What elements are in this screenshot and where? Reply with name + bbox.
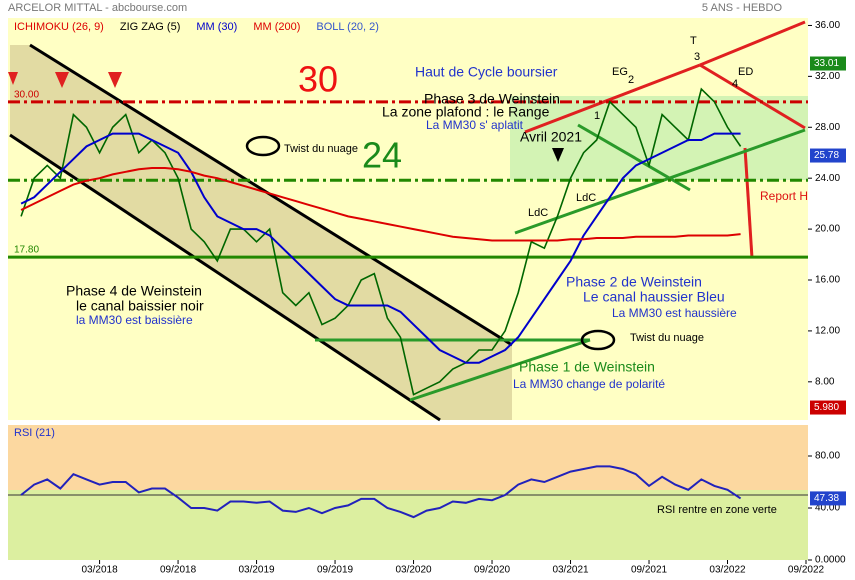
legend-entry: MM (30) (196, 21, 237, 33)
annotation: 24 (362, 135, 402, 176)
x-tick-label: 09/2020 (474, 565, 511, 576)
rsi-over-zone (8, 425, 808, 490)
last-value-label: 25.78 (814, 150, 839, 161)
annotation: Avril 2021 (520, 129, 582, 145)
annotation: 30 (298, 59, 338, 100)
y-tick-label: 12.00 (815, 326, 840, 337)
annotation: 3 (694, 51, 700, 63)
rsi-title: RSI (21) (14, 427, 55, 439)
annotation: Twist du nuage (630, 332, 704, 344)
annotation: Report H (760, 189, 808, 203)
x-tick-label: 03/2018 (81, 565, 118, 576)
x-tick-label: 03/2021 (552, 565, 589, 576)
annotation: ED (738, 66, 753, 78)
last-value-label: 5.980 (814, 402, 839, 413)
annotation: LdC (528, 207, 548, 219)
level-label: 17.80 (14, 245, 39, 256)
legend-entry: BOLL (20, 2) (316, 21, 379, 33)
annotation: 1 (594, 110, 600, 122)
annotation: La MM30 change de polarité (513, 377, 665, 391)
annotation: 2 (628, 74, 634, 86)
y-tick-label: 24.00 (815, 173, 840, 184)
annotation: Phase 1 de Weinstein (519, 359, 655, 375)
x-tick-label: 03/2022 (709, 565, 746, 576)
annotation: Haut de Cycle boursier (415, 64, 558, 80)
y-tick-label: 80.00 (815, 451, 840, 462)
x-tick-label: 09/2022 (788, 565, 825, 576)
x-tick-label: 09/2018 (160, 565, 197, 576)
legend-entry: MM (200) (253, 21, 300, 33)
legend-entry: ZIG ZAG (5) (120, 21, 181, 33)
x-tick-label: 03/2020 (395, 565, 432, 576)
annotation: EG (612, 66, 628, 78)
annotation: LdC (576, 192, 596, 204)
y-tick-label: 32.00 (815, 71, 840, 82)
annotation: RSI rentre en zone verte (657, 504, 777, 516)
y-tick-label: 36.00 (815, 20, 840, 31)
annotation: Le canal haussier Bleu (583, 289, 725, 305)
y-tick-label: 20.00 (815, 224, 840, 235)
annotation: la MM30 est baissière (76, 313, 193, 327)
annotation: Phase 4 de Weinstein (66, 283, 202, 299)
header-title: ARCELOR MITTAL - abcbourse.com (8, 2, 187, 14)
x-tick-label: 09/2019 (317, 565, 354, 576)
rsi-under-zone (8, 490, 808, 560)
chart: ICHIMOKU (26, 9) ZIG ZAG (5) MM (30) MM (20… (0, 0, 855, 580)
x-tick-label: 03/2019 (238, 565, 275, 576)
last-value-label: 33.01 (814, 58, 839, 69)
annotation: T (690, 35, 697, 47)
annotation: le canal baissier noir (76, 298, 204, 314)
annotation: La MM30 s' aplatit (426, 118, 524, 132)
x-tick-label: 09/2021 (631, 565, 668, 576)
y-tick-label: 8.00 (815, 376, 835, 387)
annotation: 4 (732, 78, 738, 90)
level-label: 30.00 (14, 89, 39, 100)
legend-entry: ICHIMOKU (26, 9) (14, 21, 104, 33)
annotation: Twist du nuage (284, 143, 358, 155)
annotation: La MM30 est haussière (612, 306, 737, 320)
annotation: Phase 2 de Weinstein (566, 274, 702, 290)
y-tick-label: 28.00 (815, 122, 840, 133)
y-tick-label: 16.00 (815, 275, 840, 286)
last-value-label: 47.38 (814, 493, 839, 504)
header-period: 5 ANS - HEBDO (702, 2, 783, 14)
